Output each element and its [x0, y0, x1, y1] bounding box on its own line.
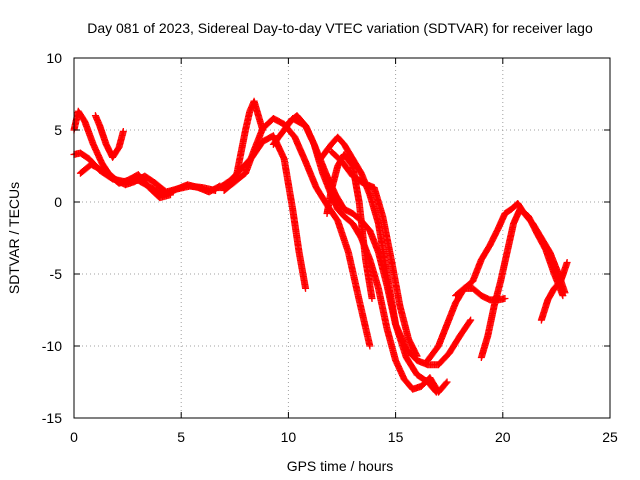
series-track-13: [424, 199, 569, 364]
data-point-interp: [442, 379, 450, 387]
y-tick-label: -10: [42, 338, 62, 354]
data-point: [563, 258, 571, 266]
x-axis-label: GPS time / hours: [287, 458, 394, 474]
y-tick-label: -5: [50, 266, 63, 282]
x-tick-label: 15: [388, 429, 404, 445]
y-tick-label: -15: [42, 410, 62, 426]
data-point: [259, 126, 267, 134]
x-tick-label: 10: [281, 429, 297, 445]
y-tick-label: 0: [54, 194, 62, 210]
data-point: [302, 284, 310, 292]
series-track-7: [233, 97, 267, 177]
x-tick-label: 20: [495, 429, 511, 445]
data-point: [432, 388, 440, 396]
y-tick-label: 5: [54, 122, 62, 138]
data-point: [366, 342, 374, 350]
data-point-interp: [431, 387, 439, 395]
x-tick-label: 0: [70, 429, 78, 445]
data-point: [368, 294, 376, 302]
chart-title: Day 081 of 2023, Sidereal Day-to-day VTE…: [87, 20, 593, 36]
x-tick-label: 25: [602, 429, 618, 445]
data-point: [413, 352, 421, 360]
data-point: [119, 127, 127, 135]
data-point: [559, 292, 567, 300]
data-point: [443, 378, 451, 386]
data-point: [467, 316, 475, 324]
data-point-interp: [466, 317, 474, 325]
series-track-15: [452, 284, 509, 304]
data-point: [501, 294, 509, 302]
series-track-16: [537, 258, 571, 324]
series-track-4: [91, 112, 127, 161]
axis-ticks: [73, 57, 611, 419]
y-axis-label: SDTVAR / TECUs: [6, 182, 22, 294]
plot-frame: [73, 57, 611, 419]
series-track-12: [323, 150, 376, 302]
grid-lines: [74, 58, 610, 418]
y-tick-label: 10: [46, 50, 62, 66]
x-tick-label: 5: [177, 429, 185, 445]
data-points: [70, 97, 571, 396]
tick-labels: 0 5 10 15 20 25 10 5 0 -5 -10 -15: [42, 50, 618, 445]
